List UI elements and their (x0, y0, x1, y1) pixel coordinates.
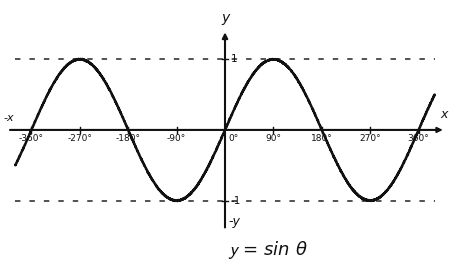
Text: x: x (441, 109, 448, 121)
Text: 90°: 90° (266, 134, 281, 143)
Text: -x: -x (4, 113, 14, 123)
Text: -270°: -270° (68, 134, 92, 143)
Text: -90°: -90° (167, 134, 186, 143)
Text: -360°: -360° (19, 134, 44, 143)
Text: 180°: 180° (311, 134, 333, 143)
Text: 1: 1 (230, 54, 237, 64)
Text: 270°: 270° (360, 134, 381, 143)
Text: -y: -y (228, 215, 240, 228)
Text: 0°: 0° (228, 134, 238, 143)
Text: -1: -1 (230, 196, 241, 206)
Text: 360°: 360° (408, 134, 429, 143)
Text: -180°: -180° (116, 134, 141, 143)
Text: y: y (221, 11, 229, 25)
Text: $\mathcal{y}$ = sin $\theta$: $\mathcal{y}$ = sin $\theta$ (228, 239, 308, 261)
